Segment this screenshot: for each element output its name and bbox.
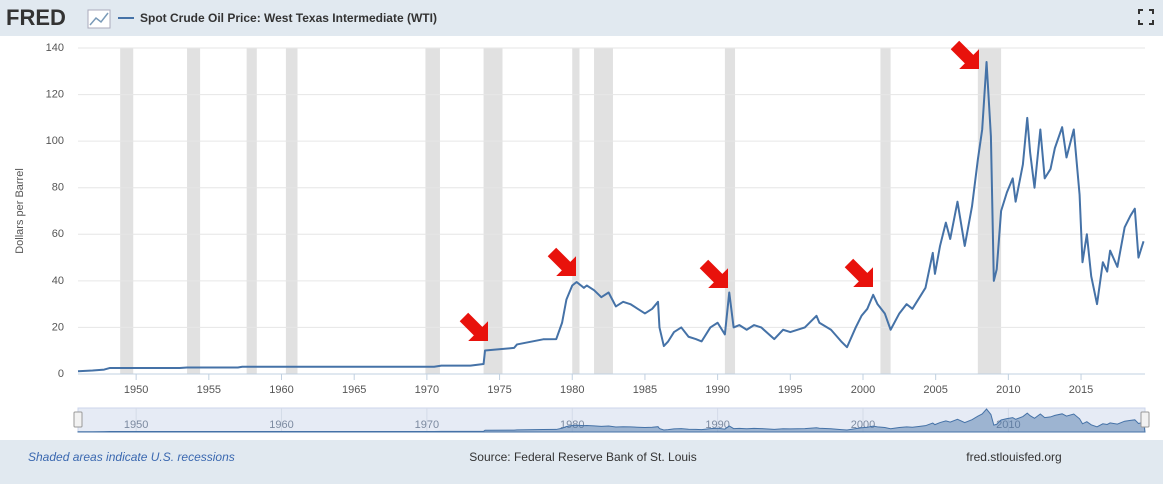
annotation-arrows bbox=[459, 40, 979, 341]
x-tick-label: 1960 bbox=[269, 384, 293, 396]
x-tick-label: 1985 bbox=[633, 384, 657, 396]
navigator-tick-label: 1970 bbox=[415, 419, 439, 431]
recession-band bbox=[594, 48, 613, 374]
y-tick-label: 80 bbox=[52, 182, 64, 194]
x-tick-label: 2000 bbox=[851, 384, 875, 396]
arrow bbox=[950, 40, 979, 69]
x-tick-label: 1955 bbox=[197, 384, 221, 396]
fullscreen-icon[interactable] bbox=[1138, 9, 1154, 25]
navigator-handle[interactable] bbox=[1140, 411, 1150, 428]
recession-band bbox=[120, 48, 134, 374]
x-tick-label: 1970 bbox=[415, 384, 439, 396]
y-tick-label: 100 bbox=[46, 135, 64, 147]
navigator-tick-label: 1950 bbox=[124, 419, 148, 431]
site[interactable]: fred.stlouisfed.org bbox=[966, 450, 1061, 464]
x-tick-label: 1965 bbox=[342, 384, 366, 396]
x-tick-label: 2015 bbox=[1069, 384, 1093, 396]
recession-band bbox=[246, 48, 257, 374]
y-tick-label: 120 bbox=[46, 88, 64, 100]
navigator-tick-label: 1960 bbox=[269, 419, 293, 431]
recession-band bbox=[425, 48, 440, 374]
recession-band bbox=[187, 48, 201, 374]
x-tick-label: 1990 bbox=[705, 384, 729, 396]
recession-note[interactable]: Shaded areas indicate U.S. recessions bbox=[28, 450, 235, 464]
source: Source: Federal Reserve Bank of St. Loui… bbox=[469, 450, 696, 464]
recession-band bbox=[880, 48, 891, 374]
logo: FRED bbox=[6, 5, 66, 30]
y-tick-label: 0 bbox=[58, 368, 64, 380]
arrow bbox=[844, 258, 873, 287]
navigator-area bbox=[77, 408, 1146, 433]
y-axis-label: Dollars per Barrel bbox=[14, 168, 26, 254]
x-tick-label: 1995 bbox=[778, 384, 802, 396]
navigator-handle[interactable] bbox=[73, 411, 83, 428]
x-tick-label: 1975 bbox=[487, 384, 511, 396]
recession-band bbox=[285, 48, 298, 374]
y-tick-label: 20 bbox=[52, 321, 64, 333]
x-tick-label: 1980 bbox=[560, 384, 584, 396]
header-bar bbox=[0, 0, 1163, 36]
y-tick-label: 40 bbox=[52, 275, 64, 287]
x-tick-label: 2010 bbox=[996, 384, 1020, 396]
recession-band bbox=[977, 48, 1002, 374]
recession-band bbox=[483, 48, 503, 374]
legend-label: Spot Crude Oil Price: West Texas Interme… bbox=[140, 11, 437, 25]
navigator-tick-label: 1990 bbox=[705, 419, 729, 431]
logo-icon bbox=[87, 9, 111, 29]
x-tick-label: 1950 bbox=[124, 384, 148, 396]
arrow bbox=[459, 312, 488, 341]
y-tick-label: 60 bbox=[52, 228, 64, 240]
recession-band bbox=[724, 48, 736, 374]
navigator-tick-label: 2010 bbox=[996, 419, 1020, 431]
y-tick-label: 140 bbox=[46, 42, 64, 54]
navigator-tick-label: 1980 bbox=[560, 419, 584, 431]
x-tick-label: 2005 bbox=[923, 384, 947, 396]
arrow bbox=[699, 259, 728, 288]
price-line bbox=[77, 60, 1145, 373]
recession-band bbox=[572, 48, 580, 374]
arrow bbox=[547, 247, 576, 276]
